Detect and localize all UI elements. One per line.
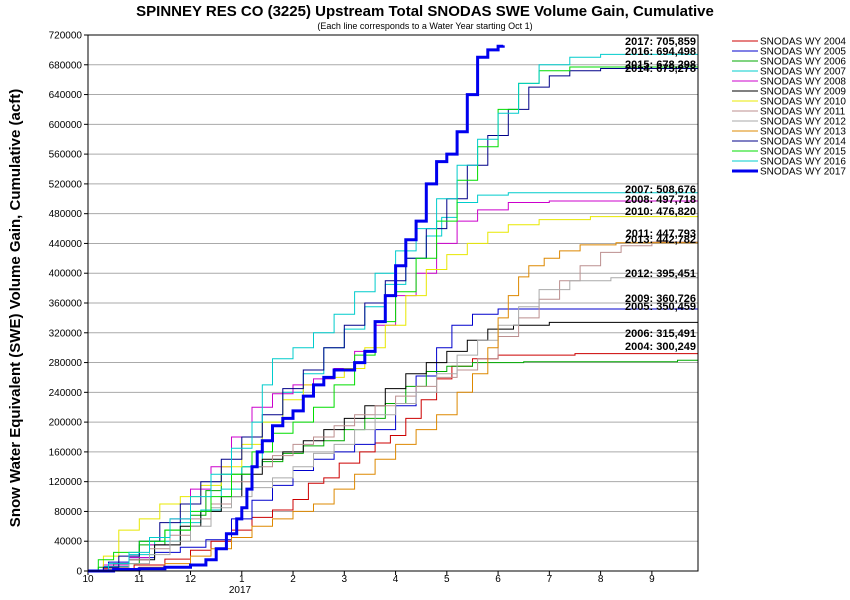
legend-entry: SNODAS WY 2008	[760, 77, 846, 88]
x-tick-label: 10	[82, 574, 94, 585]
x-tick-label: 5	[444, 574, 450, 585]
final-value-label: 2015: 678,298	[625, 59, 696, 71]
chart-title: SPINNEY RES CO (3225) Upstream Total SNO…	[136, 3, 714, 20]
final-value-label: 2005: 350,459	[625, 301, 696, 313]
legend-entry: SNODAS WY 2012	[760, 117, 846, 128]
y-tick-label: 440000	[49, 239, 83, 250]
final-value-label: 2016: 694,498	[625, 46, 696, 58]
final-value-label: 2014: 675,278	[625, 63, 696, 75]
legend-entry: SNODAS WY 2006	[760, 57, 846, 68]
series-line-0	[88, 353, 698, 572]
series-line-5	[88, 321, 699, 572]
final-value-label: 2007: 508,676	[625, 184, 696, 196]
final-value-label: 2013: 442,782	[625, 234, 696, 246]
y-tick-label: 200000	[49, 418, 83, 429]
legend-entry: SNODAS WY 2014	[760, 137, 846, 148]
y-tick-label: 0	[76, 567, 82, 578]
legend-entry: SNODAS WY 2017	[760, 167, 846, 178]
y-tick-label: 160000	[49, 447, 83, 458]
y-tick-label: 280000	[49, 358, 83, 369]
series-lines	[88, 44, 699, 573]
y-tick-label: 640000	[49, 90, 83, 101]
x-tick-label: 3	[342, 574, 348, 585]
final-value-label: 2017: 705,859	[625, 36, 696, 48]
x-tick-label: 12	[185, 574, 197, 585]
y-tick-label: 120000	[49, 477, 83, 488]
y-tick-label: 240000	[49, 388, 83, 399]
series-line-3	[88, 192, 698, 572]
y-axis-label: Snow Water Equivalent (SWE) Volume Gain,…	[7, 89, 24, 527]
legend-entry: SNODAS WY 2013	[760, 127, 846, 138]
y-tick-label: 600000	[49, 120, 83, 131]
y-tick-label: 320000	[49, 328, 83, 339]
x-tick-label: 1	[239, 574, 245, 585]
series-line-11	[88, 66, 699, 572]
y-tick-label: 360000	[49, 299, 83, 310]
x-tick-label: 6	[495, 574, 501, 585]
x-tick-label: 4	[393, 574, 399, 585]
plot-area	[87, 34, 699, 572]
series-line-6	[88, 215, 699, 572]
y-tick-label: 720000	[49, 31, 83, 42]
legend-entry: SNODAS WY 2011	[760, 107, 846, 118]
x-tick-label: 8	[598, 574, 604, 585]
legend-entry: SNODAS WY 2010	[760, 97, 846, 108]
gridlines	[88, 64, 698, 542]
series-line-8	[88, 276, 699, 572]
series-line-4	[88, 200, 698, 572]
series-line-7	[88, 239, 699, 572]
final-value-label: 2004: 300,249	[625, 341, 696, 353]
final-value-label: 2008: 497,718	[625, 194, 696, 206]
final-value-label: 2011: 447,793	[626, 228, 696, 240]
y-axis-ticks: 0 40000 80000 120000 160000 200000 240000 28000…	[49, 31, 88, 578]
legend-entry: SNODAS WY 2004	[760, 37, 846, 48]
legend-entry: SNODAS WY 2005	[760, 47, 846, 58]
legend-entry: SNODAS WY 2016	[760, 157, 846, 168]
series-line-1	[88, 308, 698, 572]
legend-entry: SNODAS WY 2009	[760, 87, 846, 98]
final-value-label: 2010: 476,820	[625, 206, 696, 218]
y-tick-label: 40000	[54, 537, 82, 548]
legend-entry: SNODAS WY 2015	[760, 147, 846, 158]
y-tick-label: 680000	[49, 60, 83, 71]
chart-subtitle: (Each line corresponds to a Water Year s…	[317, 21, 532, 31]
x-tick-label: 2	[290, 574, 296, 585]
y-tick-label: 80000	[54, 507, 82, 518]
y-tick-label: 400000	[49, 269, 83, 280]
series-line-9	[88, 242, 699, 572]
x-tick-label: 11	[134, 574, 145, 585]
x-tick-label: 7	[547, 574, 553, 585]
series-line-13	[88, 44, 505, 573]
legend-entry: SNODAS WY 2007	[760, 67, 846, 78]
x-tick-label: 9	[649, 574, 655, 585]
x-year-label: 2017	[229, 585, 252, 596]
final-value-label: 2006: 315,491	[625, 328, 696, 340]
y-tick-label: 560000	[49, 150, 83, 161]
y-tick-label: 480000	[49, 209, 83, 220]
final-value-label: 2009: 360,726	[625, 293, 696, 305]
final-value-label: 2012: 395,451	[625, 268, 696, 280]
x-axis-ticks: 10 11 12 1 2 3 4 5 6 7 8 9	[82, 571, 655, 585]
series-line-12	[88, 53, 698, 572]
series-line-10	[88, 68, 698, 572]
y-tick-label: 520000	[49, 179, 83, 190]
